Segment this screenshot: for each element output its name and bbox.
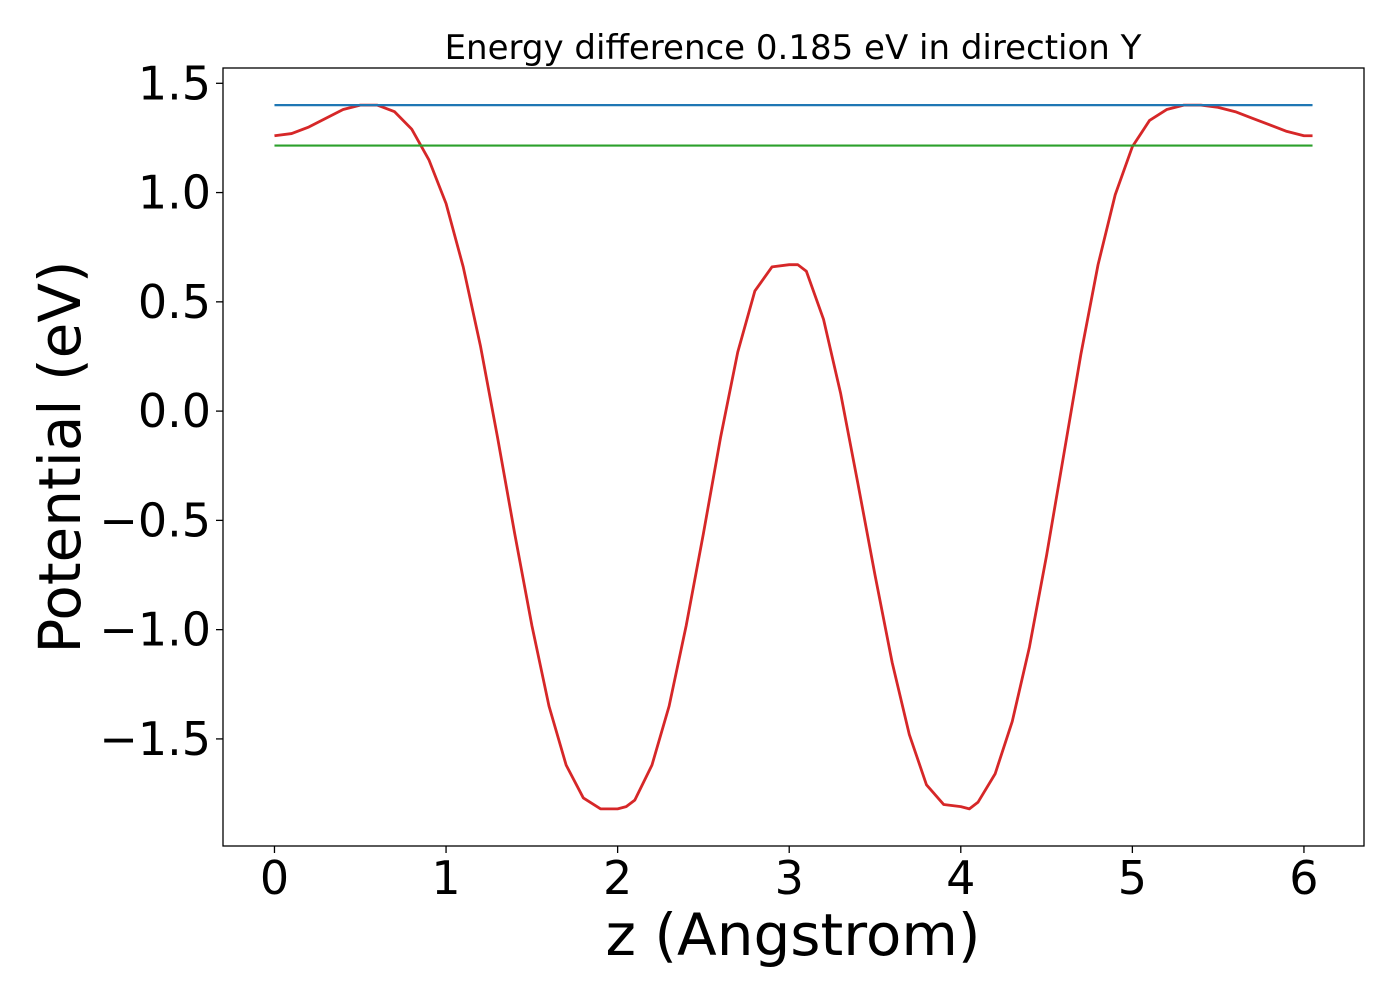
x-tick-label: 4	[946, 851, 975, 905]
y-tick-label: −1.5	[99, 712, 211, 766]
y-tick-label: 0.5	[138, 275, 211, 329]
series-line-potential	[274, 103, 1313, 811]
plot-area	[274, 103, 1313, 811]
x-tick-label: 6	[1289, 851, 1318, 905]
axes-frame	[222, 67, 1365, 847]
x-tick-label: 1	[431, 851, 460, 905]
x-axis-label: z (Angstrom)	[606, 901, 981, 969]
y-tick-label: 1.5	[138, 56, 211, 110]
y-tick-label: −0.5	[99, 493, 211, 547]
x-tick-label: 5	[1118, 851, 1147, 905]
chart-title: Energy difference 0.185 eV in direction …	[445, 28, 1142, 68]
y-axis: −1.5 −1.0 −0.5 0.0 0.5 1.0 1.5	[99, 56, 223, 766]
y-tick-label: −1.0	[99, 603, 211, 657]
x-tick-label: 0	[260, 851, 289, 905]
x-axis: 0 1 2 3 4 5 6	[260, 846, 1319, 905]
x-tick-label: 2	[603, 851, 632, 905]
y-tick-label: 0.0	[138, 384, 211, 438]
y-tick-label: 1.0	[138, 166, 211, 220]
y-axis-label: Potential (eV)	[26, 260, 94, 653]
x-tick-label: 3	[775, 851, 804, 905]
